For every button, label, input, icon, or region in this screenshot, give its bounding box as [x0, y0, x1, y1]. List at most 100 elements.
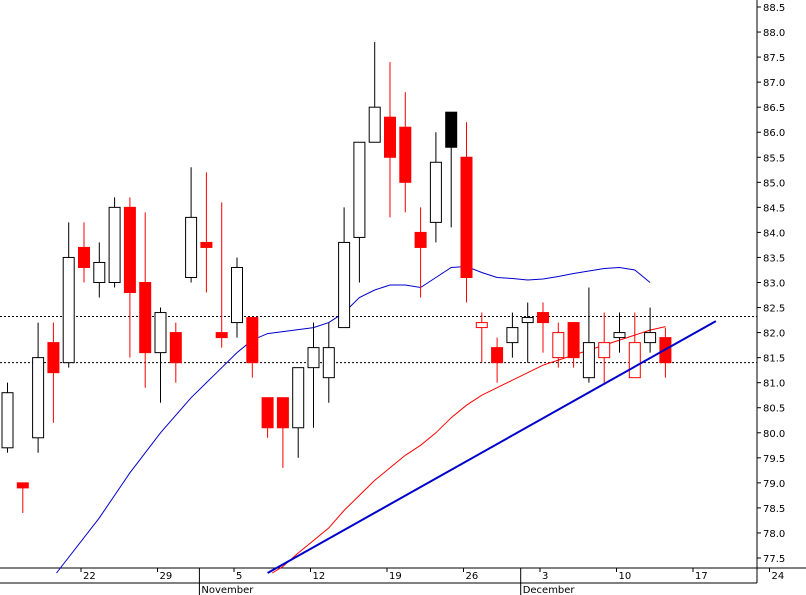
candle-7 — [108, 197, 121, 288]
x-tick-label: 12 — [313, 571, 326, 582]
candle-6 — [93, 242, 106, 298]
candle-body — [399, 126, 412, 183]
candle-24 — [368, 42, 381, 143]
y-tick-label: 78.5 — [763, 504, 785, 515]
candle-17 — [261, 397, 274, 438]
y-tick-label: 78.0 — [763, 529, 785, 540]
y-tick-label: 77.5 — [763, 554, 785, 565]
candle-body — [644, 332, 657, 344]
y-tick-label: 85.5 — [763, 153, 785, 164]
candle-body — [460, 156, 473, 278]
candle-body — [276, 397, 289, 429]
x-tick-label: 3 — [542, 571, 548, 582]
candle-11 — [169, 322, 182, 383]
candle-body — [384, 116, 396, 158]
candle-2 — [32, 322, 45, 453]
candle-26 — [399, 92, 412, 213]
y-tick-label: 83.5 — [763, 253, 785, 264]
candle-body — [261, 397, 274, 429]
candle-body — [491, 347, 504, 364]
candle-0 — [1, 382, 14, 453]
candle-body — [552, 332, 565, 359]
candle-body — [185, 216, 198, 278]
candle-22 — [338, 207, 351, 329]
candle-body — [445, 111, 458, 148]
candle-14 — [215, 202, 228, 348]
candle-27 — [414, 207, 427, 298]
x-tick-label: 26 — [466, 571, 479, 582]
candle-40 — [613, 312, 626, 353]
x-tick-label: 17 — [695, 571, 708, 582]
candle-body — [506, 327, 519, 344]
candle-body — [292, 367, 305, 429]
candle-body — [47, 342, 60, 374]
candle-10 — [154, 307, 167, 403]
candle-19 — [292, 367, 305, 458]
y-tick-label: 79.0 — [763, 479, 785, 490]
candle-15 — [231, 257, 243, 338]
candle-body — [567, 322, 580, 359]
candle-1 — [16, 482, 29, 513]
y-tick-label: 82.0 — [763, 329, 785, 340]
candle-34 — [521, 302, 534, 363]
y-tick-label: 88.5 — [763, 3, 785, 14]
y-tick-label: 79.5 — [763, 454, 785, 465]
candles — [1, 42, 672, 513]
candle-39 — [598, 312, 611, 383]
candle-body — [108, 206, 121, 283]
candle-body — [93, 261, 106, 283]
candle-37 — [567, 322, 580, 368]
candle-body — [139, 282, 152, 354]
candle-body — [414, 231, 427, 248]
candle-body — [521, 317, 534, 324]
candle-body — [598, 342, 611, 359]
candle-body — [246, 317, 259, 364]
candle-30 — [460, 122, 473, 303]
y-tick-label: 84.0 — [763, 228, 785, 239]
candle-body — [32, 357, 45, 439]
candle-body — [582, 342, 595, 379]
candle-33 — [506, 312, 519, 358]
x-tick-label: 24 — [772, 571, 785, 582]
y-tick-label: 86.5 — [763, 103, 785, 114]
candle-body — [200, 241, 213, 248]
candle-31 — [475, 312, 488, 363]
candle-body — [231, 266, 243, 324]
candle-36 — [552, 322, 565, 368]
candle-body — [123, 206, 136, 294]
candle-16 — [246, 317, 259, 378]
candle-9 — [139, 212, 152, 388]
y-tick-label: 83.0 — [763, 279, 785, 290]
month-label: November — [201, 585, 254, 595]
candle-body — [78, 246, 90, 268]
candle-4 — [62, 222, 75, 368]
y-tick-label: 87.0 — [763, 78, 785, 89]
candle-3 — [47, 322, 60, 423]
support-trendline — [267, 320, 717, 574]
candle-21 — [322, 322, 335, 403]
y-tick-label: 86.0 — [763, 128, 785, 139]
y-tick-label: 80.0 — [763, 429, 785, 440]
candle-body — [16, 482, 29, 489]
candle-body — [353, 141, 366, 238]
y-tick-label: 87.5 — [763, 53, 785, 64]
x-tick-label: 29 — [160, 571, 173, 582]
candle-28 — [429, 132, 442, 243]
x-tick-label: 22 — [83, 571, 96, 582]
candle-body — [169, 332, 182, 364]
candle-body — [1, 392, 14, 449]
x-tick-label: 19 — [389, 571, 402, 582]
candle-29 — [445, 111, 458, 228]
candle-body — [368, 106, 381, 143]
candle-5 — [78, 222, 90, 283]
y-tick-label: 81.0 — [763, 379, 785, 390]
y-tick-label: 81.5 — [763, 354, 785, 365]
candle-body — [322, 347, 335, 379]
candle-35 — [537, 302, 549, 353]
candle-body — [62, 256, 75, 364]
candle-body — [429, 161, 442, 223]
candle-body — [537, 312, 549, 324]
candle-18 — [276, 397, 289, 468]
x-tick-label: 10 — [619, 571, 632, 582]
